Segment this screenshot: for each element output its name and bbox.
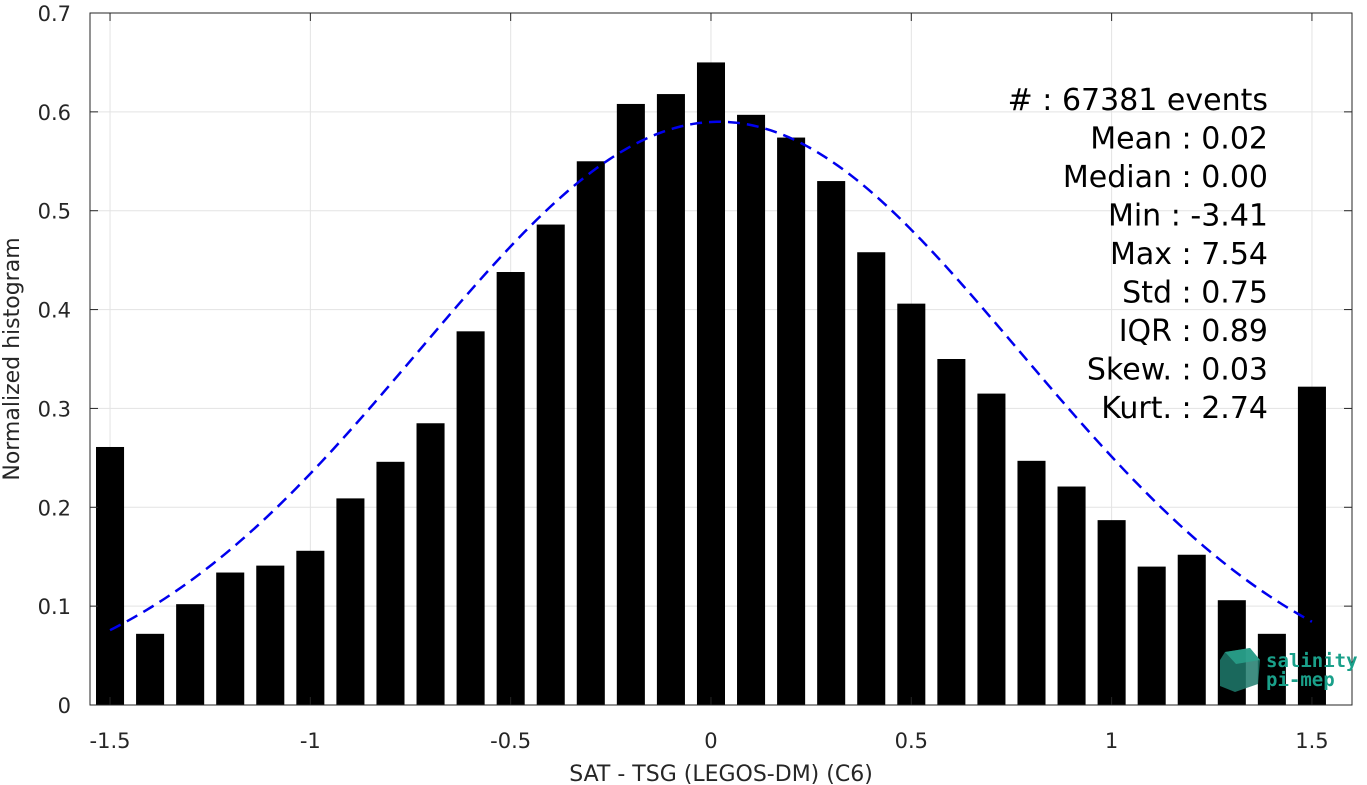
histogram-bar xyxy=(696,62,726,705)
histogram-bar xyxy=(656,94,685,705)
stats-line: Median : 0.00 xyxy=(1063,160,1268,195)
y-tick-label: 0.6 xyxy=(38,101,71,125)
plot-frame xyxy=(89,12,1353,706)
logo-cube-face xyxy=(1225,648,1260,664)
stats-line: Max : 7.54 xyxy=(1110,237,1268,272)
x-tick-label: -1.5 xyxy=(90,729,131,753)
histogram-bar xyxy=(496,272,525,705)
y-tick-label: 0.5 xyxy=(38,200,71,224)
x-axis-ticks: -1.5 -1 -0.5 0 0.5 1 1.5 xyxy=(90,13,1329,753)
histogram-bar xyxy=(1137,566,1166,705)
stats-line: Mean : 0.02 xyxy=(1090,122,1268,157)
histogram-bar xyxy=(136,633,165,705)
histogram-bar xyxy=(977,393,1006,705)
x-tick-label: 0.5 xyxy=(895,729,928,753)
x-tick-label: -0.5 xyxy=(490,729,531,753)
stats-line: # : 67381 events xyxy=(1008,83,1268,118)
stats-line: Min : -3.41 xyxy=(1108,199,1268,234)
histogram-bar xyxy=(216,572,245,705)
histogram-bar xyxy=(737,114,766,705)
x-tick-label: 1.5 xyxy=(1295,729,1328,753)
logo-line1: salinity xyxy=(1266,650,1358,672)
histogram-bar xyxy=(536,224,565,705)
y-tick-label: 0.2 xyxy=(38,496,71,520)
x-tick-label: 0 xyxy=(704,729,717,753)
histogram-bar xyxy=(576,161,605,706)
histogram-bar xyxy=(897,303,926,705)
histogram-bar xyxy=(616,103,645,706)
salinity-pi-mep-logo: salinity pi-mep xyxy=(1220,648,1358,692)
bars xyxy=(96,62,1326,706)
gaussian-fit-curve xyxy=(109,120,1313,632)
y-tick-label: 0.7 xyxy=(38,2,71,26)
histogram-bar xyxy=(176,604,205,705)
stats-line: Kurt. : 2.74 xyxy=(1101,391,1268,426)
histogram-bar xyxy=(336,498,365,705)
histogram-bar xyxy=(1017,460,1046,705)
y-tick-label: 0 xyxy=(58,694,71,718)
histogram-bar xyxy=(937,359,966,705)
stats-line: IQR : 0.89 xyxy=(1119,314,1268,349)
histogram-bar xyxy=(1177,554,1206,705)
y-tick-label: 0.3 xyxy=(38,397,71,421)
histogram-bar xyxy=(376,461,405,705)
x-tick-label: 1 xyxy=(1105,729,1118,753)
stats-line: Skew. : 0.03 xyxy=(1087,353,1268,388)
x-axis-label: SAT - TSG (LEGOS-DM) (C6) xyxy=(569,762,873,785)
histogram-bar xyxy=(416,423,445,705)
histogram-bar xyxy=(456,331,485,705)
histogram-bar xyxy=(296,550,325,705)
histogram-bar xyxy=(1297,386,1326,705)
logo-line2: pi-mep xyxy=(1266,669,1335,691)
histogram-bar xyxy=(817,181,846,706)
y-tick-label: 0.4 xyxy=(38,299,71,323)
histogram-bar xyxy=(1257,633,1286,705)
histogram-bar xyxy=(857,252,886,705)
y-axis-label: Normalized histogram xyxy=(0,237,25,480)
histogram-bar xyxy=(1097,520,1126,705)
y-tick-label: 0.1 xyxy=(38,595,71,619)
histogram-bar xyxy=(96,446,125,705)
histogram-bar xyxy=(777,137,806,705)
histogram-bar xyxy=(256,565,285,705)
stats-line: Std : 0.75 xyxy=(1122,276,1268,311)
y-axis-ticks: 0 0.1 0.2 0.3 0.4 0.5 0.6 0.7 xyxy=(38,2,1352,718)
x-tick-label: -1 xyxy=(300,729,321,753)
histogram-bar xyxy=(1057,486,1086,705)
